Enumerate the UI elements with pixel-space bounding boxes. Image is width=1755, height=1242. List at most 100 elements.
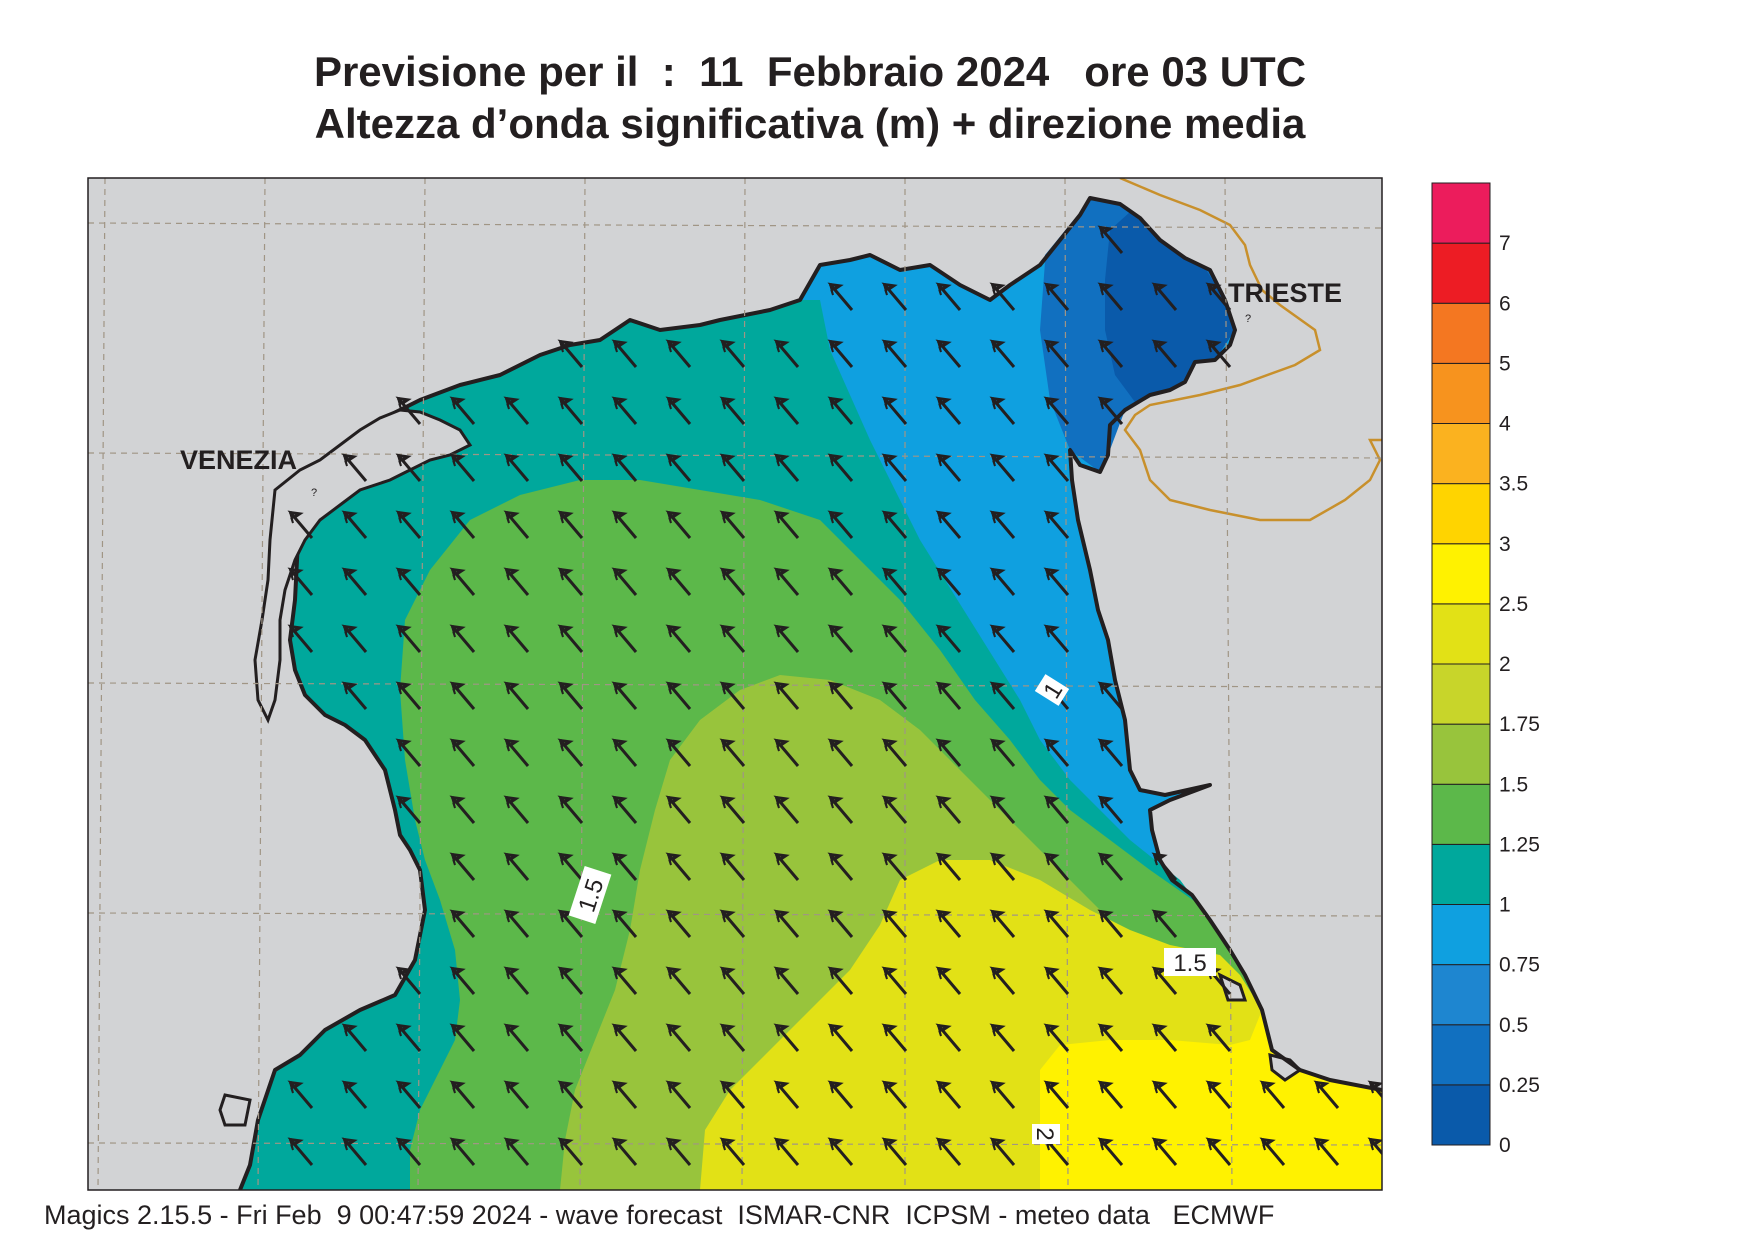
wave-arrow [989,396,1016,425]
wave-arrow [719,339,746,368]
wave-arrow [1097,1137,1124,1166]
colorbar-swatch [1431,483,1491,545]
wave-arrow [1043,966,1070,995]
wave-arrow [827,453,854,482]
wave-arrow [719,795,746,824]
wave-arrow [395,1137,422,1166]
wave-arrow [1043,396,1070,425]
wave-arrow [1205,339,1232,368]
wave-arrow [611,510,638,539]
wave-arrow [449,681,476,710]
wave-arrow [665,852,692,881]
wave-arrow [1097,909,1124,938]
wave-arrow [773,624,800,653]
coastline [238,196,1382,1190]
wave-arrow [935,510,962,539]
wave-arrow [503,396,530,425]
wave-arrow [773,1023,800,1052]
wave-arrow [395,453,422,482]
venice-lagoon [253,408,473,724]
wave-arrow [773,339,800,368]
place-label-trieste: TRIESTE [1228,278,1342,308]
adriatic-island [218,1093,252,1127]
wave-arrow [881,282,908,311]
wave-arrow [827,396,854,425]
wave-arrow [449,966,476,995]
colorbar-swatch [1431,302,1491,364]
contour-label-1.5-east: 1.5 [1164,948,1216,977]
wave-arrow [1043,510,1070,539]
wave-arrow [881,396,908,425]
wave-arrow [719,453,746,482]
wave-arrow [341,1023,368,1052]
wave-arrow [1097,1080,1124,1109]
colorbar-tick-label: 0 [1499,1134,1511,1157]
colorbar-swatch [1431,1084,1491,1146]
wave-arrow [773,795,800,824]
wave-arrow [449,1137,476,1166]
wave-arrow [1097,966,1124,995]
map-frame [87,177,1383,1191]
wave-arrow [665,681,692,710]
wave-arrow [1043,567,1070,596]
wave-arrow [449,1080,476,1109]
band-0.25-0.5 [1105,212,1235,402]
wave-arrow [881,966,908,995]
colorbar-tick-label: 3.5 [1499,473,1528,496]
wave-arrow [1259,1080,1286,1109]
wave-arrow [395,510,422,539]
wave-arrow [611,966,638,995]
wave-arrow [827,909,854,938]
wave-arrow [1205,1023,1232,1052]
wave-arrow [881,681,908,710]
wave-arrow [1043,1080,1070,1109]
colorbar-swatch [1431,362,1491,424]
wave-arrow [773,681,800,710]
wave-arrow [1151,966,1178,995]
wave-arrow [719,396,746,425]
colorbar-tick-label: 4 [1499,413,1511,436]
wave-arrow [989,339,1016,368]
wave-arrow [935,1137,962,1166]
wave-arrow [935,852,962,881]
wave-arrow [719,738,746,767]
map-area [88,178,1382,1190]
graticule [88,178,1382,1190]
colorbar: 0 0.25 0.5 0.75 1 1.25 1.5 1.75 2 2.5 3 3.5 4 5 6 7 [1431,182,1540,1157]
wave-arrow [1151,282,1178,311]
title-line-1: Previsione per il : 11 Febbraio 2024 ore… [313,48,1307,95]
wave-arrow [719,1023,746,1052]
colorbar-swatch [1431,663,1491,725]
wave-arrow [557,510,584,539]
wave-arrow [341,1080,368,1109]
wave-arrow [719,1080,746,1109]
wave-arrow [1151,339,1178,368]
wave-arrow [341,567,368,596]
wave-arrow [719,681,746,710]
trieste-marker: ? [1245,313,1251,325]
wave-arrow [935,282,962,311]
colorbar-tick-label: 0.25 [1499,1074,1540,1097]
wave-arrow [557,852,584,881]
contour-labels: 1 1.5 1.5 2 [568,674,1216,1144]
wave-arrow [989,795,1016,824]
wave-arrow [1313,1137,1340,1166]
wave-arrow [287,510,314,539]
wave-arrow [395,738,422,767]
colorbar-swatch [1431,543,1491,605]
wave-arrow [1151,1137,1178,1166]
wave-arrow [557,1023,584,1052]
wave-arrow [989,1080,1016,1109]
wave-arrow [935,909,962,938]
colorbar-swatch [1431,1024,1491,1086]
wave-arrow [449,909,476,938]
wave-arrow [1097,795,1124,824]
wave-arrow [1043,738,1070,767]
wave-arrow [503,738,530,767]
wave-arrow [287,1080,314,1109]
wave-arrow [1043,282,1070,311]
wave-arrow [611,396,638,425]
wave-arrow [935,1023,962,1052]
wave-arrow [989,966,1016,995]
place-label-venezia: VENEZIA [180,445,297,475]
